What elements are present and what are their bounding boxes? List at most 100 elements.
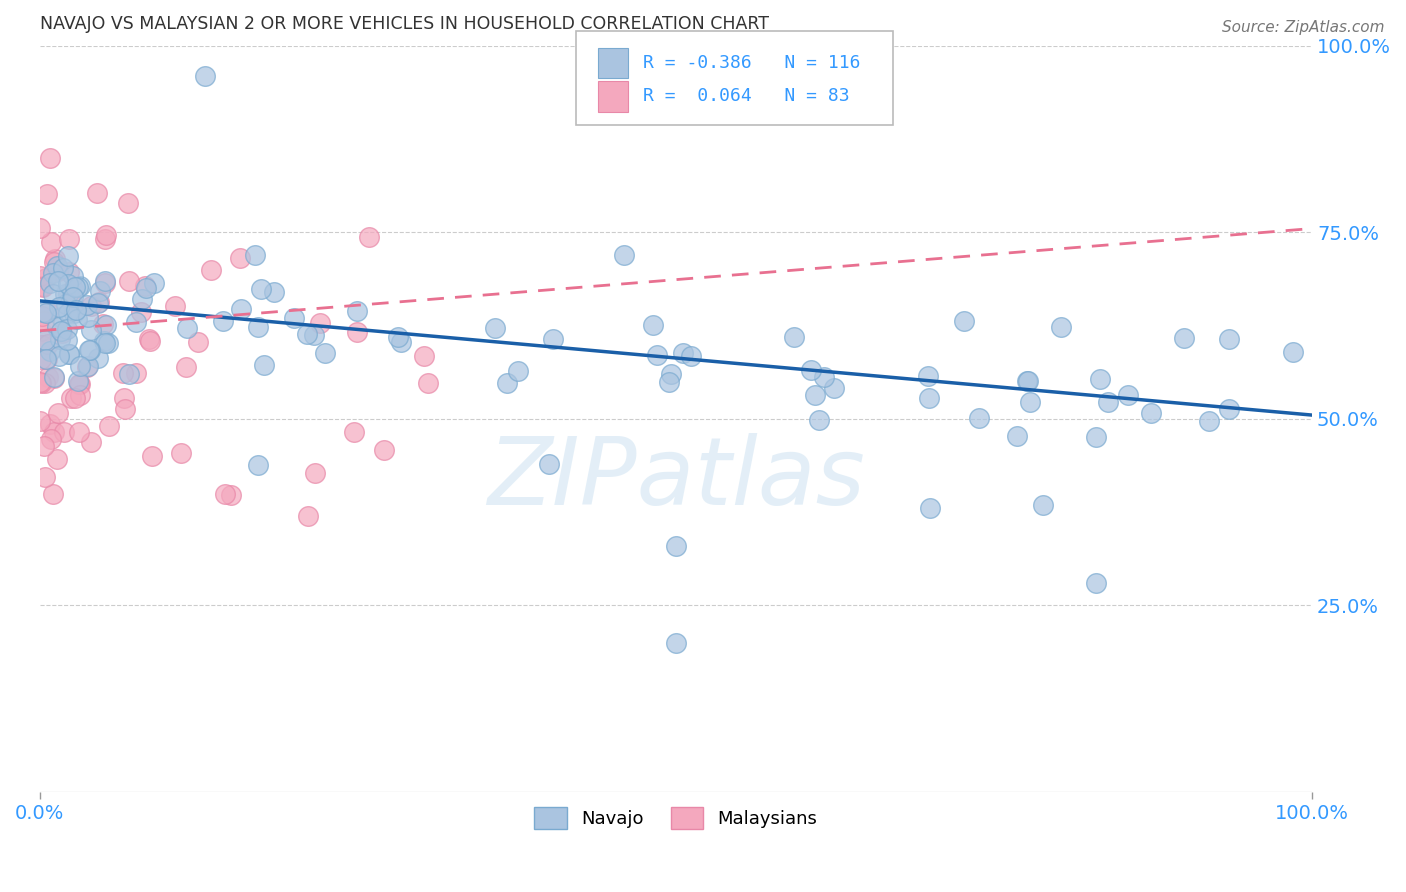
Point (76, 360, 98, 375)
Point (37, 186, 59, 201)
Point (1282, 344, 1305, 359)
Point (1097, 394, 1119, 409)
Point (58, 347, 80, 361)
Point (1017, 374, 1039, 388)
Point (920, 501, 942, 516)
Legend: Navajo, Malaysians: Navajo, Malaysians (527, 800, 825, 837)
Point (44, 370, 66, 384)
Point (1218, 333, 1240, 347)
Point (413, 350, 436, 364)
Point (803, 388, 825, 402)
Point (187, 334, 209, 349)
Point (114, 401, 136, 416)
Point (53, 287, 76, 301)
Point (1198, 414, 1220, 428)
Point (30, 414, 52, 428)
Point (38, 151, 60, 165)
Point (813, 370, 835, 384)
Point (28, 375, 51, 389)
Point (38, 343, 60, 358)
Point (1032, 499, 1054, 513)
Point (1015, 374, 1038, 388)
Point (62, 282, 84, 296)
Point (537, 457, 560, 471)
Point (823, 381, 845, 395)
Point (98, 419, 121, 434)
Point (30, 268, 52, 283)
Point (665, 539, 688, 553)
Point (1140, 406, 1163, 420)
Point (125, 315, 148, 329)
Point (67, 425, 90, 440)
Point (641, 318, 664, 332)
Point (58, 347, 80, 361)
Point (42, 486, 65, 500)
Point (131, 292, 153, 306)
Point (246, 319, 269, 334)
Point (807, 413, 830, 427)
Point (94, 227, 117, 242)
Point (39, 277, 62, 291)
Point (52, 425, 75, 439)
Point (69, 376, 91, 391)
Point (679, 349, 702, 363)
Point (1173, 331, 1195, 345)
Point (304, 466, 326, 480)
Point (58, 265, 80, 279)
Point (46, 263, 69, 277)
Point (346, 325, 368, 339)
Point (32, 439, 55, 453)
Point (953, 314, 976, 328)
Point (39, 417, 62, 431)
Point (79, 343, 101, 358)
Text: R = -0.386   N = 116: R = -0.386 N = 116 (643, 54, 860, 72)
Point (416, 376, 439, 391)
Point (86, 186, 108, 200)
Point (118, 367, 141, 381)
Point (111, 366, 134, 380)
Point (58, 232, 80, 246)
Point (46, 320, 69, 334)
Text: Source: ZipAtlas.com: Source: ZipAtlas.com (1222, 20, 1385, 35)
Point (34, 333, 56, 347)
Point (1088, 371, 1111, 385)
Point (56, 333, 79, 347)
Point (647, 348, 669, 362)
Point (30, 352, 52, 367)
Point (56, 277, 79, 291)
Point (253, 358, 276, 372)
Point (134, 279, 156, 293)
Point (42, 254, 65, 268)
Point (194, 69, 217, 83)
Point (80, 435, 103, 450)
Point (672, 345, 695, 359)
Point (48, 300, 70, 314)
Point (221, 488, 243, 502)
Point (69, 359, 91, 373)
Point (94, 274, 117, 288)
Point (55, 297, 77, 311)
Point (129, 305, 152, 319)
Point (245, 247, 267, 261)
Point (496, 376, 519, 390)
Point (56, 287, 79, 301)
Point (63, 280, 86, 294)
Point (304, 328, 326, 343)
Point (1050, 319, 1073, 334)
Point (1018, 395, 1040, 409)
Point (170, 446, 193, 460)
Point (309, 316, 332, 330)
Point (214, 487, 236, 501)
Point (800, 363, 823, 377)
Point (138, 332, 160, 346)
Point (118, 274, 141, 288)
Point (79, 343, 101, 358)
Point (1085, 430, 1108, 444)
Point (246, 458, 269, 472)
Point (56, 306, 79, 320)
Point (67, 280, 90, 294)
Point (37, 336, 59, 351)
Point (56, 322, 79, 336)
Point (37, 352, 59, 367)
Point (665, 636, 688, 650)
